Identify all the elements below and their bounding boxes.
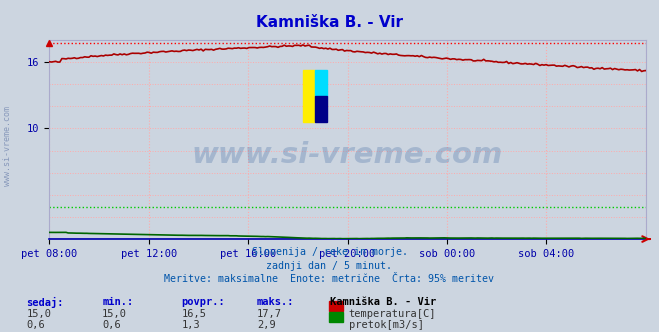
- Text: 0,6: 0,6: [26, 320, 45, 330]
- Text: www.si-vreme.com: www.si-vreme.com: [3, 106, 13, 186]
- Bar: [315, 70, 327, 96]
- Text: 0,6: 0,6: [102, 320, 121, 330]
- Text: pretok[m3/s]: pretok[m3/s]: [349, 320, 424, 330]
- Text: 2,9: 2,9: [257, 320, 275, 330]
- Text: maks.:: maks.:: [257, 297, 295, 307]
- Text: 17,7: 17,7: [257, 309, 282, 319]
- Text: 1,3: 1,3: [181, 320, 200, 330]
- Text: povpr.:: povpr.:: [181, 297, 225, 307]
- Bar: [315, 96, 327, 122]
- Text: www.si-vreme.com: www.si-vreme.com: [192, 141, 503, 169]
- Text: Meritve: maksimalne  Enote: metrične  Črta: 95% meritev: Meritve: maksimalne Enote: metrične Črta…: [165, 274, 494, 284]
- Text: sedaj:: sedaj:: [26, 297, 64, 308]
- Text: Slovenija / reke in morje.: Slovenija / reke in morje.: [252, 247, 407, 257]
- Text: Kamniška B. - Vir: Kamniška B. - Vir: [330, 297, 436, 307]
- Text: 16,5: 16,5: [181, 309, 206, 319]
- Text: 15,0: 15,0: [102, 309, 127, 319]
- Text: zadnji dan / 5 minut.: zadnji dan / 5 minut.: [266, 261, 393, 271]
- Text: temperatura[C]: temperatura[C]: [349, 309, 436, 319]
- Text: min.:: min.:: [102, 297, 133, 307]
- Text: Kamniška B. - Vir: Kamniška B. - Vir: [256, 15, 403, 30]
- Text: 15,0: 15,0: [26, 309, 51, 319]
- Bar: [303, 70, 315, 122]
